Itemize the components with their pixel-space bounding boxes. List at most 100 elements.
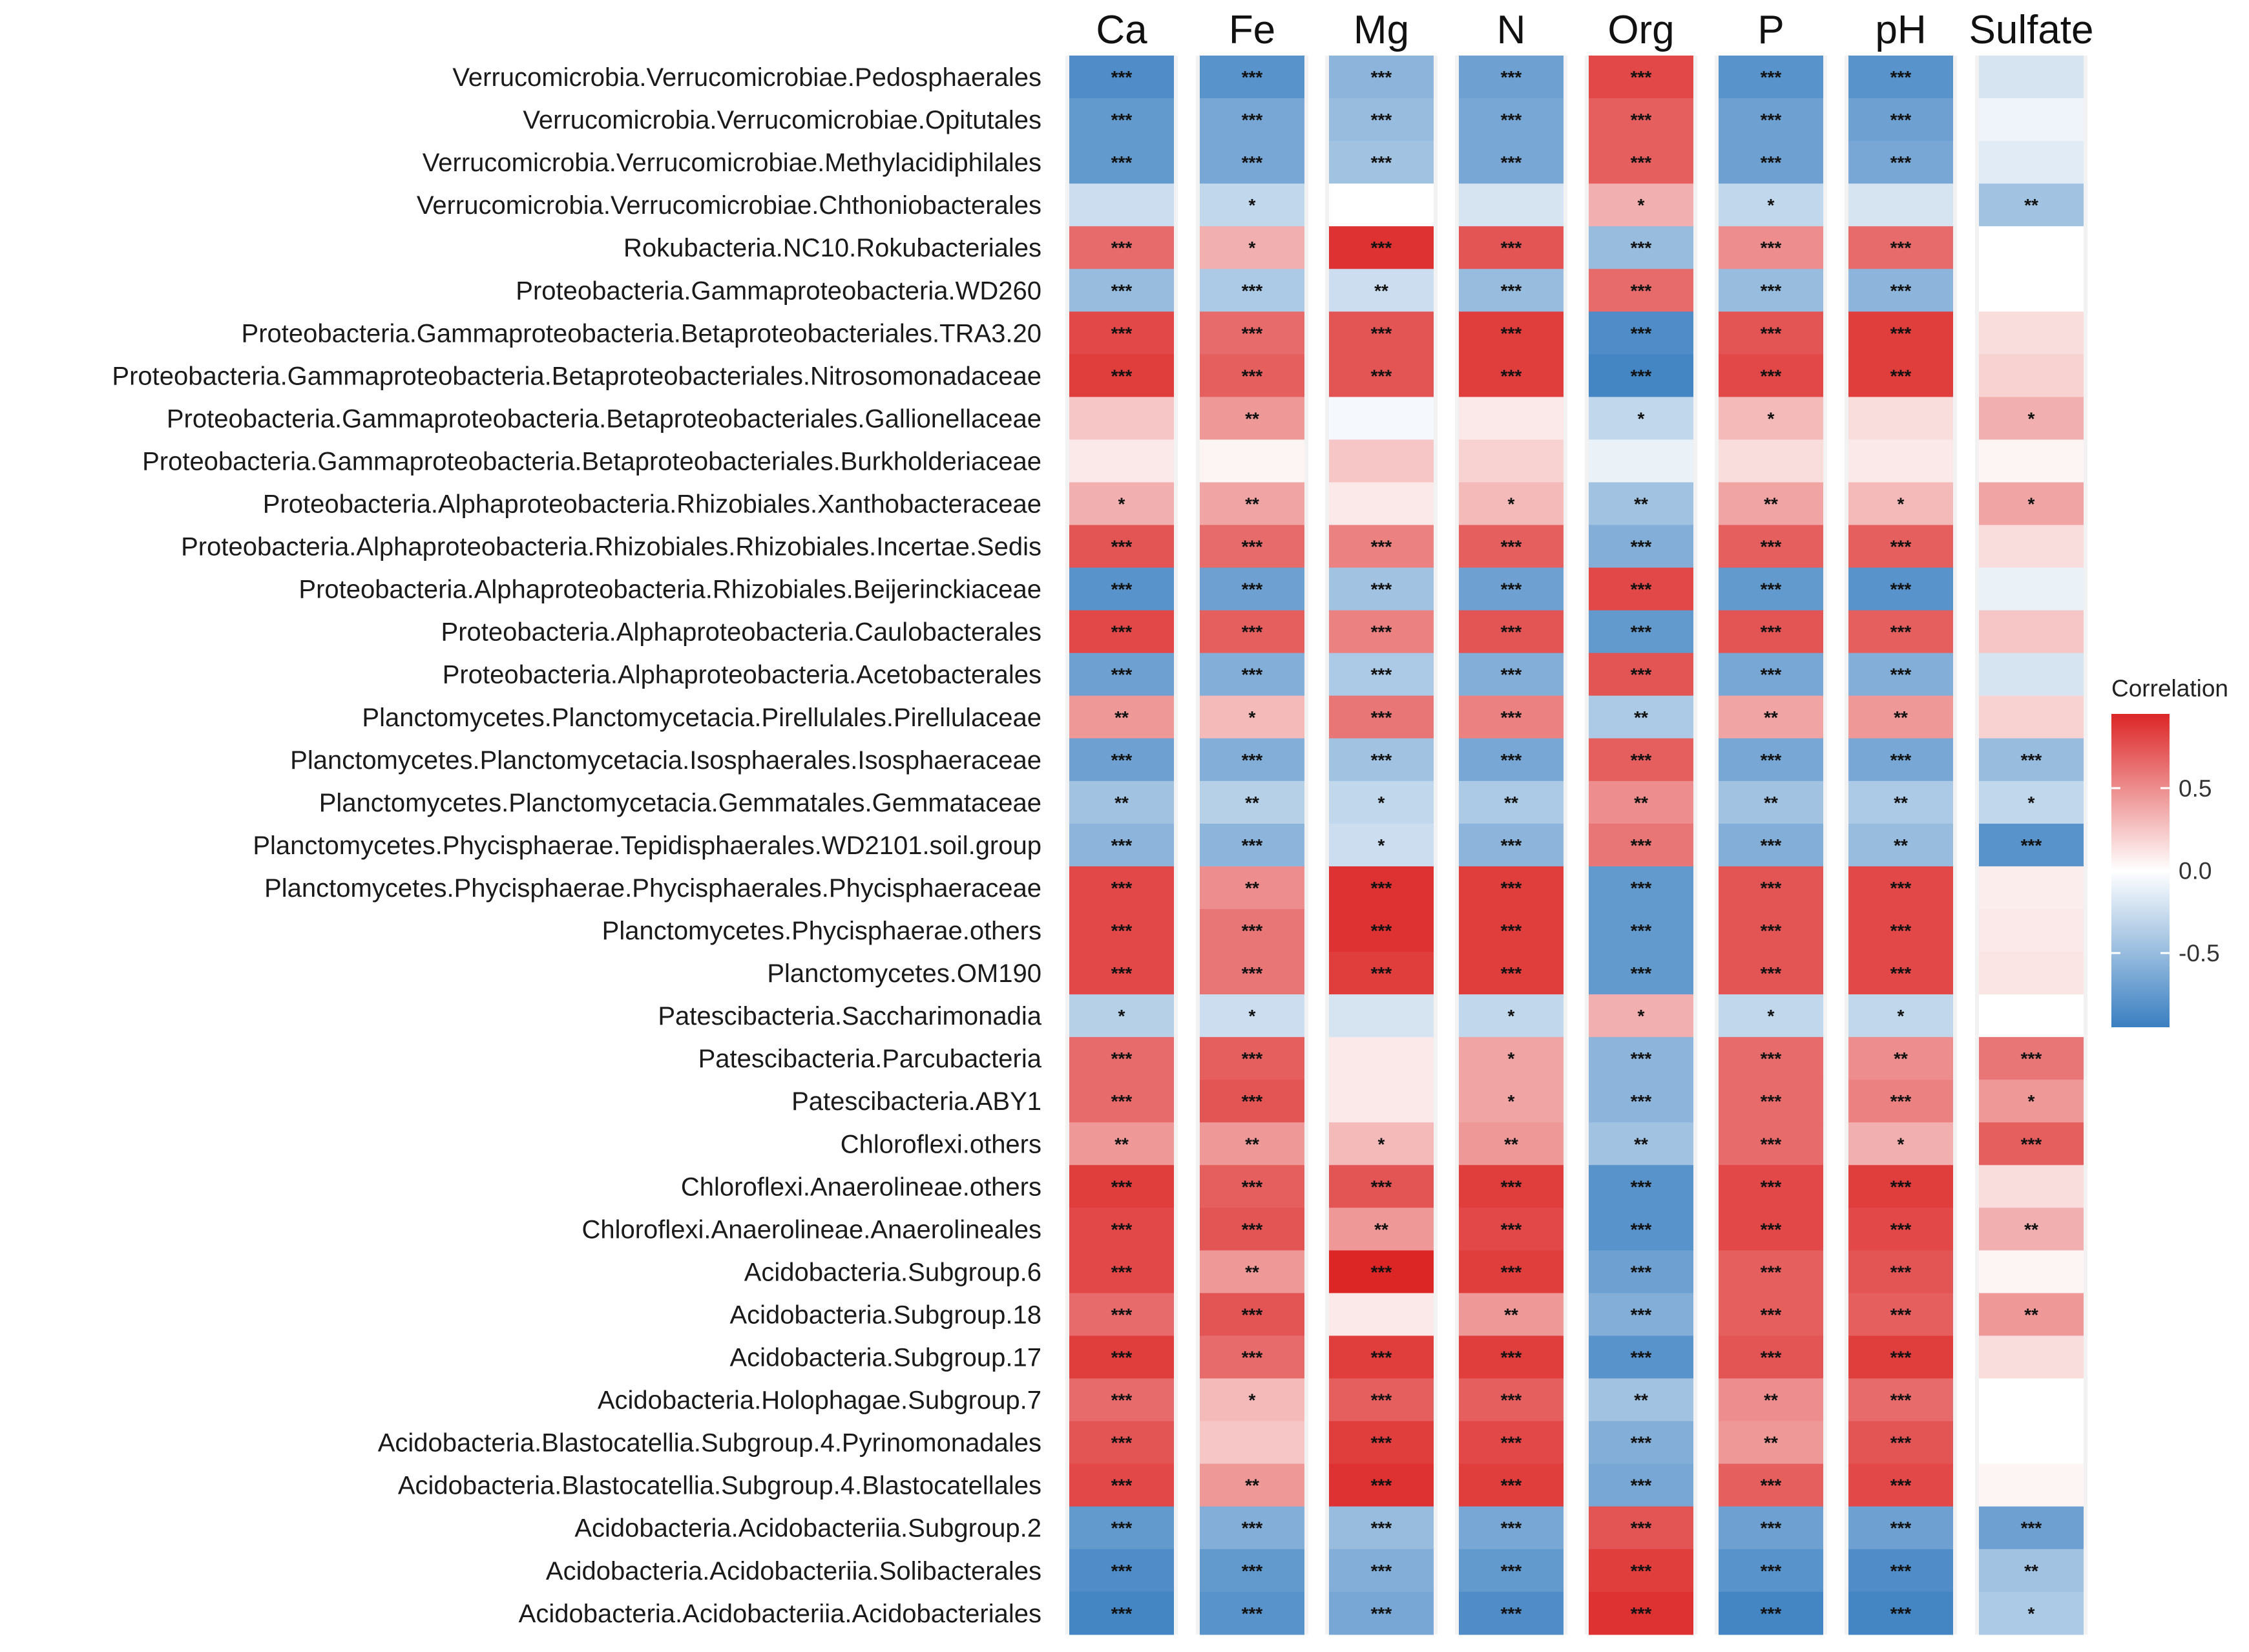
heatmap-cell: [1200, 354, 1304, 397]
heatmap-cell: [1459, 439, 1564, 483]
significance-label: **: [1634, 1390, 1648, 1410]
significance-label: ***: [1761, 580, 1782, 600]
significance-label: ***: [1501, 1176, 1522, 1197]
significance-label: ***: [1501, 707, 1522, 727]
heatmap-cell: [1200, 1335, 1304, 1379]
significance-label: ***: [1371, 1476, 1392, 1496]
heatmap-cell: [1589, 1080, 1693, 1123]
significance-label: *: [2028, 408, 2035, 428]
significance-label: *: [1638, 195, 1645, 215]
heatmap-cell: [1848, 226, 1953, 269]
heatmap-cell: [1848, 56, 1953, 99]
heatmap-cell: [1979, 823, 2084, 867]
significance-label: ***: [1890, 580, 1912, 600]
heatmap-cell: [1069, 354, 1174, 397]
row-label: Proteobacteria.Gammaproteobacteria.Betap…: [142, 447, 1041, 476]
significance-label: ***: [1501, 665, 1522, 685]
significance-label: **: [1114, 1134, 1129, 1154]
significance-label: ***: [1501, 1433, 1522, 1453]
heatmap-cell: [1200, 610, 1304, 654]
significance-label: ***: [1761, 1049, 1782, 1069]
significance-label: *: [1768, 195, 1775, 215]
heatmap-cell: [1719, 695, 1823, 739]
heatmap-cell: [1329, 525, 1434, 569]
heatmap-cell: [1329, 1037, 1434, 1080]
significance-label: ***: [1242, 921, 1263, 941]
heatmap-cell: [1200, 823, 1304, 867]
heatmap-cell: [1848, 866, 1953, 910]
significance-labels: *** *** *** *** *** *** ****** *** *** *** *** *** *…: [1111, 67, 2042, 1624]
heatmap-cell: [1069, 269, 1174, 312]
heatmap-cell: [1589, 1208, 1693, 1251]
significance-label: ***: [1631, 323, 1652, 343]
legend-title: Correlation: [2111, 675, 2228, 702]
significance-label: **: [1504, 793, 1518, 813]
heatmap-cell: [1459, 98, 1564, 141]
heatmap-cell: [1589, 439, 1693, 483]
heatmap-cell: [1069, 141, 1174, 184]
significance-label: ***: [1890, 878, 1912, 898]
heatmap-cell: [1589, 952, 1693, 995]
heatmap-cell: [1589, 1378, 1693, 1422]
row-label: Verrucomicrobia.Verrucomicrobiae.Opituta…: [523, 106, 1041, 134]
row-label: Acidobacteria.Acidobacteriia.Subgroup.2: [574, 1514, 1041, 1543]
heatmap-cell: [1848, 1549, 1953, 1593]
significance-label: ***: [1631, 963, 1652, 983]
heatmap-cell: [1329, 1421, 1434, 1465]
heatmap-cell: [1329, 183, 1434, 227]
significance-label: *: [1768, 408, 1775, 428]
heatmap-cell: [1848, 780, 1953, 824]
significance-label: **: [1764, 1433, 1778, 1453]
heatmap-cell: [1719, 823, 1823, 867]
significance-label: ***: [1371, 537, 1392, 557]
significance-label: *: [1378, 793, 1385, 813]
heatmap-cell: [1459, 1165, 1564, 1208]
significance-label: *: [1378, 1134, 1385, 1154]
heatmap-cell: [1979, 653, 2084, 696]
legend-ticks: 0.5 0.0 -0.5: [2111, 775, 2220, 967]
row-labels: Verrucomicrobia.Verrucomicrobiae.Pedosph…: [112, 63, 1041, 1628]
heatmap-cell: [1848, 1463, 1953, 1507]
significance-label: ***: [1111, 323, 1133, 343]
significance-label: ***: [1631, 366, 1652, 386]
heatmap-cell: [1200, 269, 1304, 312]
significance-label: ***: [1761, 1476, 1782, 1496]
row-label: Proteobacteria.Alphaproteobacteria.Rhizo…: [263, 490, 1041, 519]
heatmap-cell: [1200, 866, 1304, 910]
heatmap-cell: [1848, 610, 1953, 654]
color-legend: Correlation 0.5 0.0 -0.5: [2111, 675, 2228, 1027]
significance-label: ***: [1631, 1348, 1652, 1368]
significance-label: ***: [1371, 1348, 1392, 1368]
significance-label: ***: [1371, 750, 1392, 770]
heatmap-cell: [1459, 141, 1564, 184]
significance-label: ***: [1501, 1561, 1522, 1581]
significance-label: ***: [1111, 280, 1133, 300]
significance-label: *: [1249, 1006, 1256, 1026]
significance-label: *: [1638, 408, 1645, 428]
significance-label: *: [1898, 494, 1905, 514]
heatmap-cell: [1459, 1463, 1564, 1507]
heatmap-cell: [1329, 1122, 1434, 1166]
row-label: Acidobacteria.Blastocatellia.Subgroup.4.…: [398, 1472, 1041, 1500]
row-label: Planctomycetes.Phycisphaerae.Tepidisphae…: [253, 831, 1041, 860]
heatmap-cell: [1848, 1421, 1953, 1465]
heatmap-cell: [1069, 653, 1174, 696]
significance-label: **: [1764, 707, 1778, 727]
heatmap-cell: [1979, 226, 2084, 269]
significance-label: ***: [1371, 152, 1392, 173]
heatmap-cell: [1979, 1080, 2084, 1123]
heatmap-cell: [1069, 1037, 1174, 1080]
significance-label: ***: [1890, 963, 1912, 983]
heatmap-cell: [1069, 56, 1174, 99]
significance-label: ***: [1371, 1176, 1392, 1197]
significance-label: ***: [1242, 1348, 1263, 1368]
significance-label: ***: [1501, 238, 1522, 258]
significance-label: **: [1504, 1304, 1518, 1324]
heatmap-cell: [1848, 1037, 1953, 1080]
significance-label: **: [1764, 1390, 1778, 1410]
significance-label: ***: [1242, 152, 1263, 173]
significance-label: ***: [1111, 1049, 1133, 1069]
significance-label: ***: [1890, 622, 1912, 642]
heatmap-cell: [1329, 738, 1434, 782]
